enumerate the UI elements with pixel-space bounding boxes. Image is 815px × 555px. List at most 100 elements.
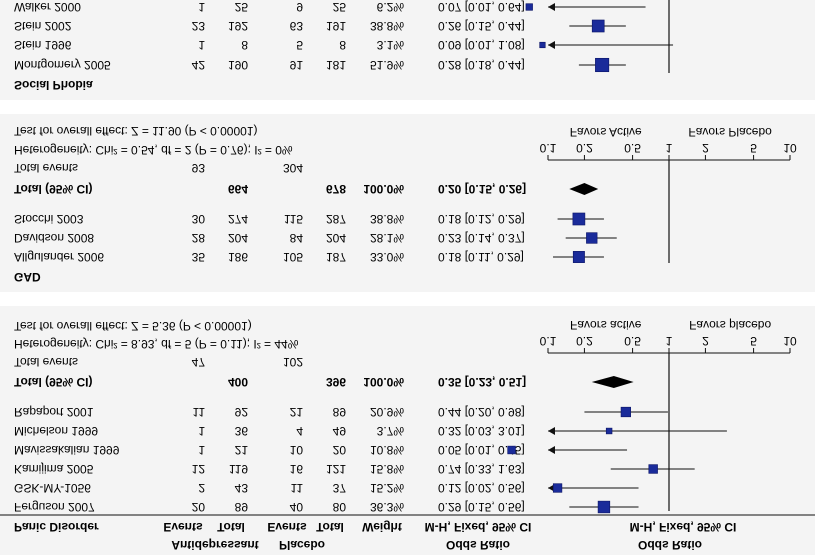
x-axis-tick-label: 0.2 (576, 141, 593, 155)
total-placebo: 89 (333, 405, 347, 419)
study-weight: 10.8% (370, 443, 404, 457)
study-name: Stein 2002 (14, 19, 72, 33)
x-axis-tick-label: 0.1 (540, 334, 557, 348)
x-axis-tick-label: 5 (750, 334, 757, 348)
total-weight: 100.0% (363, 182, 404, 196)
study-weight: 15.8% (370, 462, 404, 476)
study-name: Mavissakalian 1999 (14, 443, 120, 457)
study-odds-ratio: 0.29 [0.15, 0.56] (438, 500, 525, 514)
events-placebo: 21 (290, 405, 304, 419)
events-active: 1 (198, 0, 205, 14)
events-placebo: 5 (296, 38, 303, 52)
ci-arrow-left (548, 3, 555, 11)
x-axis-tick-label: 1 (666, 141, 673, 155)
x-axis-tick-label: 0.5 (624, 141, 641, 155)
total-ci-label: Total (95% CI) (14, 182, 92, 196)
header-plot-title: Odds Ratio (638, 538, 702, 552)
total-placebo: 204 (326, 231, 346, 245)
study-weight: 38.8% (370, 212, 404, 226)
total-placebo: 37 (333, 481, 347, 495)
panic-study-rows: Ferguson 2007 20 89 40 80 36.3% 0.29 [0.… (14, 405, 525, 514)
study-name: Ferguson 2007 (14, 500, 95, 514)
events-placebo: 10 (290, 443, 304, 457)
panel-panic: Ferguson 2007 20 89 40 80 36.3% 0.29 [0.… (14, 319, 526, 514)
total-placebo: 49 (333, 424, 347, 438)
table-row: Rapaport 2001 11 92 21 89 20.9% 0.44 [0.… (14, 405, 525, 419)
events-active: 20 (192, 500, 206, 514)
events-placebo: 16 (290, 462, 304, 476)
study-name: Stocchi 2003 (14, 212, 84, 226)
panel-gad-background (0, 109, 815, 297)
events-active: 42 (192, 58, 206, 72)
events-active: 11 (193, 405, 206, 419)
total-placebo: 20 (333, 443, 347, 457)
study-name: Rapaport 2001 (14, 405, 94, 419)
study-effect-square (597, 500, 611, 514)
events-placebo: 63 (290, 19, 304, 33)
pooled-effect-diamond (591, 376, 634, 388)
header-effect-sub: M-H, Fixed, 95% CI (425, 520, 532, 534)
events-active: 30 (192, 212, 206, 226)
x-axis-tick-label: 5 (750, 141, 757, 155)
ci-arrow-left (548, 427, 555, 435)
total-events-label: Total events (14, 161, 78, 175)
total-weight: 100.0% (363, 375, 404, 389)
panic-summary: Total (95% CI) 400 396 100.0% 0.35 [0.23… (14, 319, 526, 389)
study-effect-square (648, 464, 658, 474)
x-axis-tick-label: 0.1 (540, 141, 557, 155)
events-placebo: 40 (290, 500, 304, 514)
study-odds-ratio: 0.18 [0.12, 0.29] (438, 212, 525, 226)
total-placebo: 396 (326, 375, 346, 389)
panel-panic-background (0, 297, 815, 555)
study-odds-ratio: 0.32 [0.03, 3.01] (438, 424, 525, 438)
total-ci-label: Total (95% CI) (14, 375, 92, 389)
header-plot-sub: M-H, Fixed, 95% CI (630, 520, 737, 534)
study-odds-ratio: 0.12 [0.02, 0.56] (438, 481, 525, 495)
pooled-effect-diamond (569, 183, 599, 195)
events-placebo: 9 (296, 0, 303, 14)
study-effect-square (591, 19, 605, 33)
forest-marks: 0.1 0.2 0.5 1 2 5 10 Favors active Favors placeb… (507, 0, 797, 514)
social-study-rows: Montgomery 2005 42 190 91 181 51.9% 0.28… (14, 0, 525, 72)
study-odds-ratio: 0.28 [0.18, 0.44] (438, 58, 525, 72)
column-header: Antidepressant Placebo Odds Ratio Odds R… (0, 514, 815, 552)
table-row: Stein 1996 1 8 5 8 3.1% 0.09 [0.01, 1.08… (14, 38, 525, 52)
study-weight: 3.7% (377, 424, 405, 438)
study-odds-ratio: 0.74 [0.33, 1.63] (438, 462, 525, 476)
total-active: 36 (235, 424, 249, 438)
table-row: Ferguson 2007 20 89 40 80 36.3% 0.29 [0.… (14, 500, 525, 514)
x-axis-tick-label: 10 (783, 141, 797, 155)
study-name: Montgomery 2005 (14, 58, 111, 72)
total-active: 43 (235, 481, 249, 495)
study-effect-square (572, 251, 585, 263)
events-placebo: 11 (291, 481, 304, 495)
study-odds-ratio: 0.07 [0.01, 0.64] (438, 0, 525, 14)
events-placebo: 91 (290, 58, 304, 72)
total-active: 21 (235, 443, 249, 457)
favors-right-label: Favors placebo (689, 318, 771, 332)
study-effect-square (539, 41, 546, 49)
study-name: GSK-MY-1056 (14, 481, 91, 495)
total-active: 8 (241, 38, 248, 52)
header-group2: Placebo (279, 538, 325, 552)
x-axis-tick-label: 0.2 (576, 334, 593, 348)
events-active: 12 (192, 462, 206, 476)
study-name: Kamijima 2005 (14, 462, 94, 476)
study-name: Stein 1996 (14, 38, 72, 52)
study-effect-square (605, 427, 613, 435)
gad-summary: Total (95% CI) 664 678 100.0% 0.20 [0.15… (14, 124, 526, 196)
study-weight: 15.2% (370, 481, 404, 495)
total-events-placebo: 102 (283, 355, 303, 369)
study-weight: 33.0% (370, 250, 404, 264)
study-effect-square (525, 3, 533, 11)
study-effect-square (586, 232, 598, 244)
total-active: 400 (228, 375, 248, 389)
events-active: 2 (198, 481, 205, 495)
events-placebo: 105 (283, 250, 303, 264)
study-name: Davidson 2008 (14, 231, 94, 245)
study-name: Walker 2000 (14, 0, 81, 14)
total-placebo: 187 (326, 250, 346, 264)
header-group1: Antidepressant (171, 538, 258, 552)
x-axis-tick-label: 0.5 (624, 334, 641, 348)
x-axis-tick-label: 10 (783, 334, 797, 348)
